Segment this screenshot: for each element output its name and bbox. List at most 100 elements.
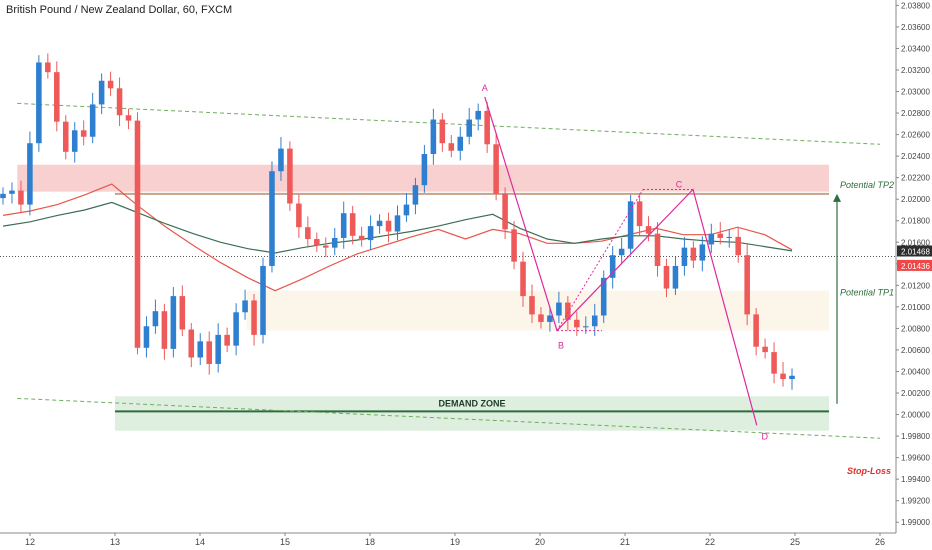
candle-body <box>242 300 248 313</box>
candle-body <box>618 248 625 256</box>
candle-body <box>331 237 338 248</box>
x-tick-label: 14 <box>195 537 205 547</box>
x-tick-label: 21 <box>620 537 630 547</box>
pattern-layer: A B C D Potential TP2 Potential TP1 Stop-Loss <box>482 83 894 476</box>
candle-body <box>726 236 733 238</box>
y-tick-label: 2.03800 <box>901 1 930 10</box>
ma-red <box>2 183 793 292</box>
price-badge <box>897 259 932 271</box>
candle-body <box>152 311 159 327</box>
x-tick-label: 22 <box>705 537 715 547</box>
candle-body <box>681 247 688 266</box>
candle-body <box>672 265 679 289</box>
candle-body <box>484 110 490 145</box>
y-tick-label: 1.99800 <box>901 432 930 441</box>
x-tick-label: 25 <box>790 537 800 547</box>
y-tick-label: 1.99600 <box>901 454 930 463</box>
candle-body <box>475 110 481 120</box>
candle-body <box>690 247 697 261</box>
candle-body <box>654 233 661 266</box>
candle-body <box>89 104 96 137</box>
candle-body <box>9 190 15 194</box>
target-arrow-head <box>833 193 841 202</box>
candle-body <box>305 227 311 240</box>
potential-tp1-label: Potential TP1 <box>840 287 894 297</box>
candle-body <box>511 229 517 262</box>
mid-zone <box>246 290 829 331</box>
bc-dotted-line <box>556 189 644 331</box>
candle-body <box>574 319 580 328</box>
candle-body <box>394 215 401 232</box>
candle-body <box>627 201 634 249</box>
candle-body <box>188 329 195 358</box>
candles-layer <box>0 53 795 390</box>
y-tick-label: 2.03600 <box>901 23 930 32</box>
candle-body <box>80 130 87 137</box>
candle-body <box>789 375 795 380</box>
candle-body <box>591 315 598 327</box>
pattern-point-c: C <box>676 180 683 190</box>
candle-body <box>143 326 150 348</box>
stop-loss-label: Stop-Loss <box>847 466 891 476</box>
candle-body <box>502 193 508 230</box>
candle-body <box>0 193 6 199</box>
candle-body <box>215 334 221 364</box>
candle-body <box>609 255 616 278</box>
candle-body <box>18 190 24 205</box>
y-tick-label: 2.01600 <box>901 238 930 247</box>
candle-body <box>349 213 356 236</box>
x-tick-label: 26 <box>875 537 885 547</box>
candle-body <box>493 144 499 194</box>
candle-body <box>125 115 132 121</box>
y-tick-label: 2.00800 <box>901 324 930 333</box>
candle-body <box>529 296 535 315</box>
candle-body <box>663 265 670 289</box>
channel-bottom <box>17 397 881 439</box>
y-tick-label: 2.02400 <box>901 152 930 161</box>
candle-body <box>583 326 589 328</box>
y-tick-label: 2.00200 <box>901 389 930 398</box>
candle-body <box>780 373 786 380</box>
candle-body <box>717 233 724 238</box>
candle-body <box>412 185 419 205</box>
x-tick-label: 18 <box>365 537 375 547</box>
candle-body <box>448 143 455 151</box>
candle-body <box>367 226 374 241</box>
candle-body <box>636 201 643 227</box>
candle-body <box>403 204 410 216</box>
x-tick-label: 12 <box>25 537 35 547</box>
candle-body <box>538 314 544 322</box>
chart-title: British Pound / New Zealand Dollar, 60, … <box>6 4 233 16</box>
candle-body <box>322 245 329 248</box>
y-tick-label: 2.03200 <box>901 66 930 75</box>
candle-body <box>340 213 347 238</box>
candle-body <box>744 255 750 315</box>
candle-body <box>457 136 464 151</box>
candle-body <box>600 277 607 316</box>
demand-zone <box>115 396 829 431</box>
candle-body <box>251 300 257 335</box>
candle-body <box>556 302 562 316</box>
candle-body <box>179 296 186 330</box>
x-tick-label: 20 <box>535 537 545 547</box>
candle-body <box>45 62 51 73</box>
y-tick-label: 2.02600 <box>901 131 930 140</box>
candle-body <box>314 239 320 246</box>
y-tick-label: 1.99400 <box>901 475 930 484</box>
y-tick-label: 2.00000 <box>901 411 930 420</box>
candle-body <box>358 235 365 241</box>
candle-body <box>206 341 212 364</box>
y-tick-label: 1.99000 <box>901 518 930 527</box>
candle-body <box>197 341 204 358</box>
candle-body <box>565 302 571 320</box>
candle-body <box>27 143 33 205</box>
reference-lines-layer <box>0 102 896 439</box>
candle-body <box>54 72 60 122</box>
candle-body <box>708 233 715 245</box>
price-badge <box>897 245 932 257</box>
candle-body <box>134 120 141 348</box>
y-tick-label: 2.02800 <box>901 109 930 118</box>
candle-body <box>278 148 284 172</box>
